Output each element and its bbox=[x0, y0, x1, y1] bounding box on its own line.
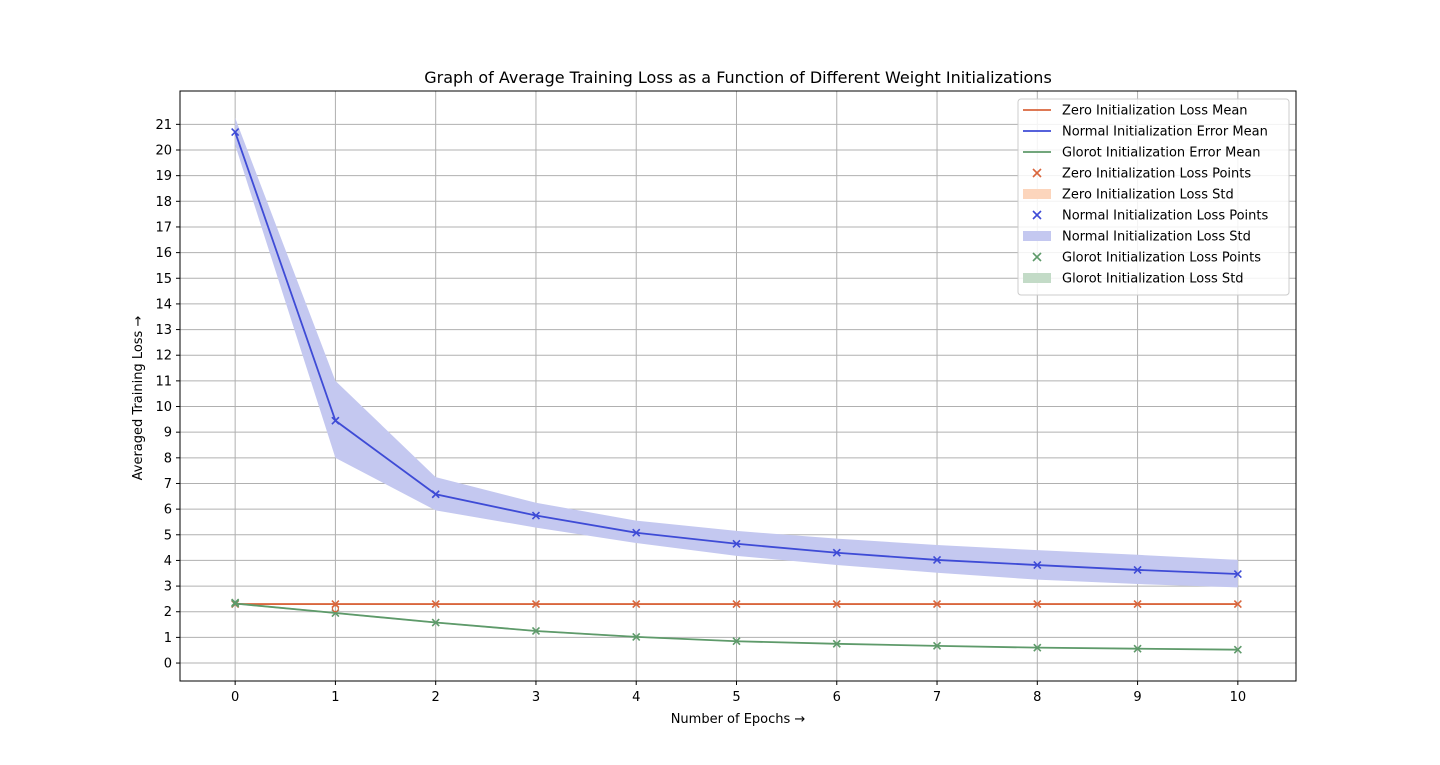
y-tick-label: 5 bbox=[164, 528, 172, 543]
zero-loss-point bbox=[1033, 599, 1042, 609]
normal-loss-point bbox=[431, 490, 440, 499]
y-tick-label: 15 bbox=[155, 272, 172, 287]
zero-loss-point bbox=[1233, 599, 1242, 609]
legend-band-swatch bbox=[1023, 273, 1051, 283]
x-tick-label: 3 bbox=[532, 690, 540, 705]
chart-title: Graph of Average Training Loss as a Func… bbox=[424, 68, 1052, 87]
normal-loss-point bbox=[331, 416, 340, 425]
normal-loss-point bbox=[1233, 569, 1242, 579]
legend-marker-swatch bbox=[1032, 252, 1042, 262]
x-tick-label: 9 bbox=[1133, 690, 1141, 705]
x-tick-label: 4 bbox=[632, 690, 640, 705]
y-tick-label: 21 bbox=[155, 118, 172, 133]
y-tick-label: 19 bbox=[155, 169, 172, 184]
normal-loss-point bbox=[231, 127, 240, 137]
normal-loss-point bbox=[1133, 565, 1142, 574]
y-tick-label: 6 bbox=[164, 503, 172, 518]
glorot-loss-point bbox=[531, 626, 541, 636]
normal-loss-point bbox=[932, 555, 942, 564]
zero-loss-point bbox=[932, 599, 942, 609]
x-tick-label: 2 bbox=[432, 690, 440, 705]
legend: Zero Initialization Loss Mean Normal Init… bbox=[1017, 98, 1290, 296]
legend-label: Glorot Initialization Loss Points bbox=[1062, 251, 1261, 266]
zero-loss-point bbox=[632, 599, 641, 609]
glorot-loss-point bbox=[1233, 645, 1242, 654]
legend-label: Zero Initialization Loss Std bbox=[1062, 188, 1234, 203]
glorot-loss-point bbox=[431, 618, 440, 627]
legend-label: Normal Initialization Loss Std bbox=[1062, 230, 1251, 245]
glorot-loss-point bbox=[632, 632, 641, 641]
zero-loss-point bbox=[832, 599, 841, 609]
y-tick-label: 9 bbox=[164, 426, 172, 441]
x-tick-label: 0 bbox=[231, 690, 239, 705]
legend-box bbox=[1017, 98, 1290, 296]
loss-points bbox=[231, 127, 1242, 654]
y-tick-label: 13 bbox=[155, 323, 172, 338]
y-tick-label: 20 bbox=[155, 144, 172, 159]
zero-extra-point bbox=[331, 605, 340, 613]
legend-label: Zero Initialization Loss Points bbox=[1062, 167, 1251, 182]
normal-loss-point bbox=[632, 528, 641, 537]
normal-loss-point bbox=[531, 511, 541, 520]
y-tick-label: 4 bbox=[164, 554, 172, 569]
x-tick-label: 10 bbox=[1230, 690, 1247, 705]
y-tick-label: 2 bbox=[164, 605, 172, 620]
y-tick-label: 7 bbox=[164, 477, 172, 492]
x-axis-label: Number of Epochs → bbox=[671, 712, 806, 727]
legend-marker-swatch bbox=[1032, 168, 1042, 178]
legend-label: Normal Initialization Loss Points bbox=[1062, 209, 1269, 224]
legend-marker-swatch bbox=[1032, 210, 1042, 220]
normal-loss-point bbox=[832, 548, 841, 557]
legend-band-swatch bbox=[1023, 189, 1051, 199]
glorot-loss-point bbox=[732, 637, 741, 646]
y-tick-label: 18 bbox=[155, 195, 172, 210]
y-tick-label: 12 bbox=[155, 349, 172, 364]
glorot-extra-point bbox=[231, 598, 240, 607]
y-tick-label: 0 bbox=[164, 657, 172, 672]
glorot-loss-point bbox=[1133, 644, 1142, 653]
y-axis-label: Averaged Training Loss → bbox=[131, 316, 146, 481]
y-tick-label: 8 bbox=[164, 451, 172, 466]
zero-loss-point bbox=[531, 599, 541, 609]
x-tick-label: 1 bbox=[331, 690, 339, 705]
y-tick-label: 17 bbox=[155, 220, 172, 235]
glorot-loss-point bbox=[1033, 643, 1042, 652]
y-tick-label: 14 bbox=[155, 297, 172, 312]
zero-loss-point bbox=[1133, 599, 1142, 609]
legend-band-swatch bbox=[1023, 231, 1051, 241]
legend-label: Normal Initialization Error Mean bbox=[1062, 125, 1268, 140]
glorot-loss-point bbox=[832, 639, 841, 648]
legend-label: Zero Initialization Loss Mean bbox=[1062, 104, 1248, 119]
glorot-loss-point bbox=[932, 641, 942, 650]
y-tick-label: 10 bbox=[155, 400, 172, 415]
normal-loss-point bbox=[1033, 560, 1042, 570]
legend-label: Glorot Initialization Error Mean bbox=[1062, 146, 1261, 161]
y-tick-label: 11 bbox=[155, 374, 172, 389]
x-tick-label: 6 bbox=[833, 690, 841, 705]
normal-loss-point bbox=[732, 539, 741, 548]
x-tick-label: 7 bbox=[933, 690, 941, 705]
legend-label: Glorot Initialization Loss Std bbox=[1062, 272, 1244, 287]
zero-loss-point bbox=[431, 599, 440, 609]
x-tick-label: 8 bbox=[1033, 690, 1041, 705]
plot-frame bbox=[179, 90, 1297, 682]
y-tick-label: 3 bbox=[164, 580, 172, 595]
x-tick-label: 5 bbox=[732, 690, 740, 705]
y-tick-label: 1 bbox=[164, 631, 172, 646]
y-tick-label: 16 bbox=[155, 246, 172, 261]
zero-loss-point bbox=[732, 599, 741, 609]
x-axis-ticks: 0 1 2 3 4 5 6 7 8 9 10 bbox=[231, 681, 1246, 705]
